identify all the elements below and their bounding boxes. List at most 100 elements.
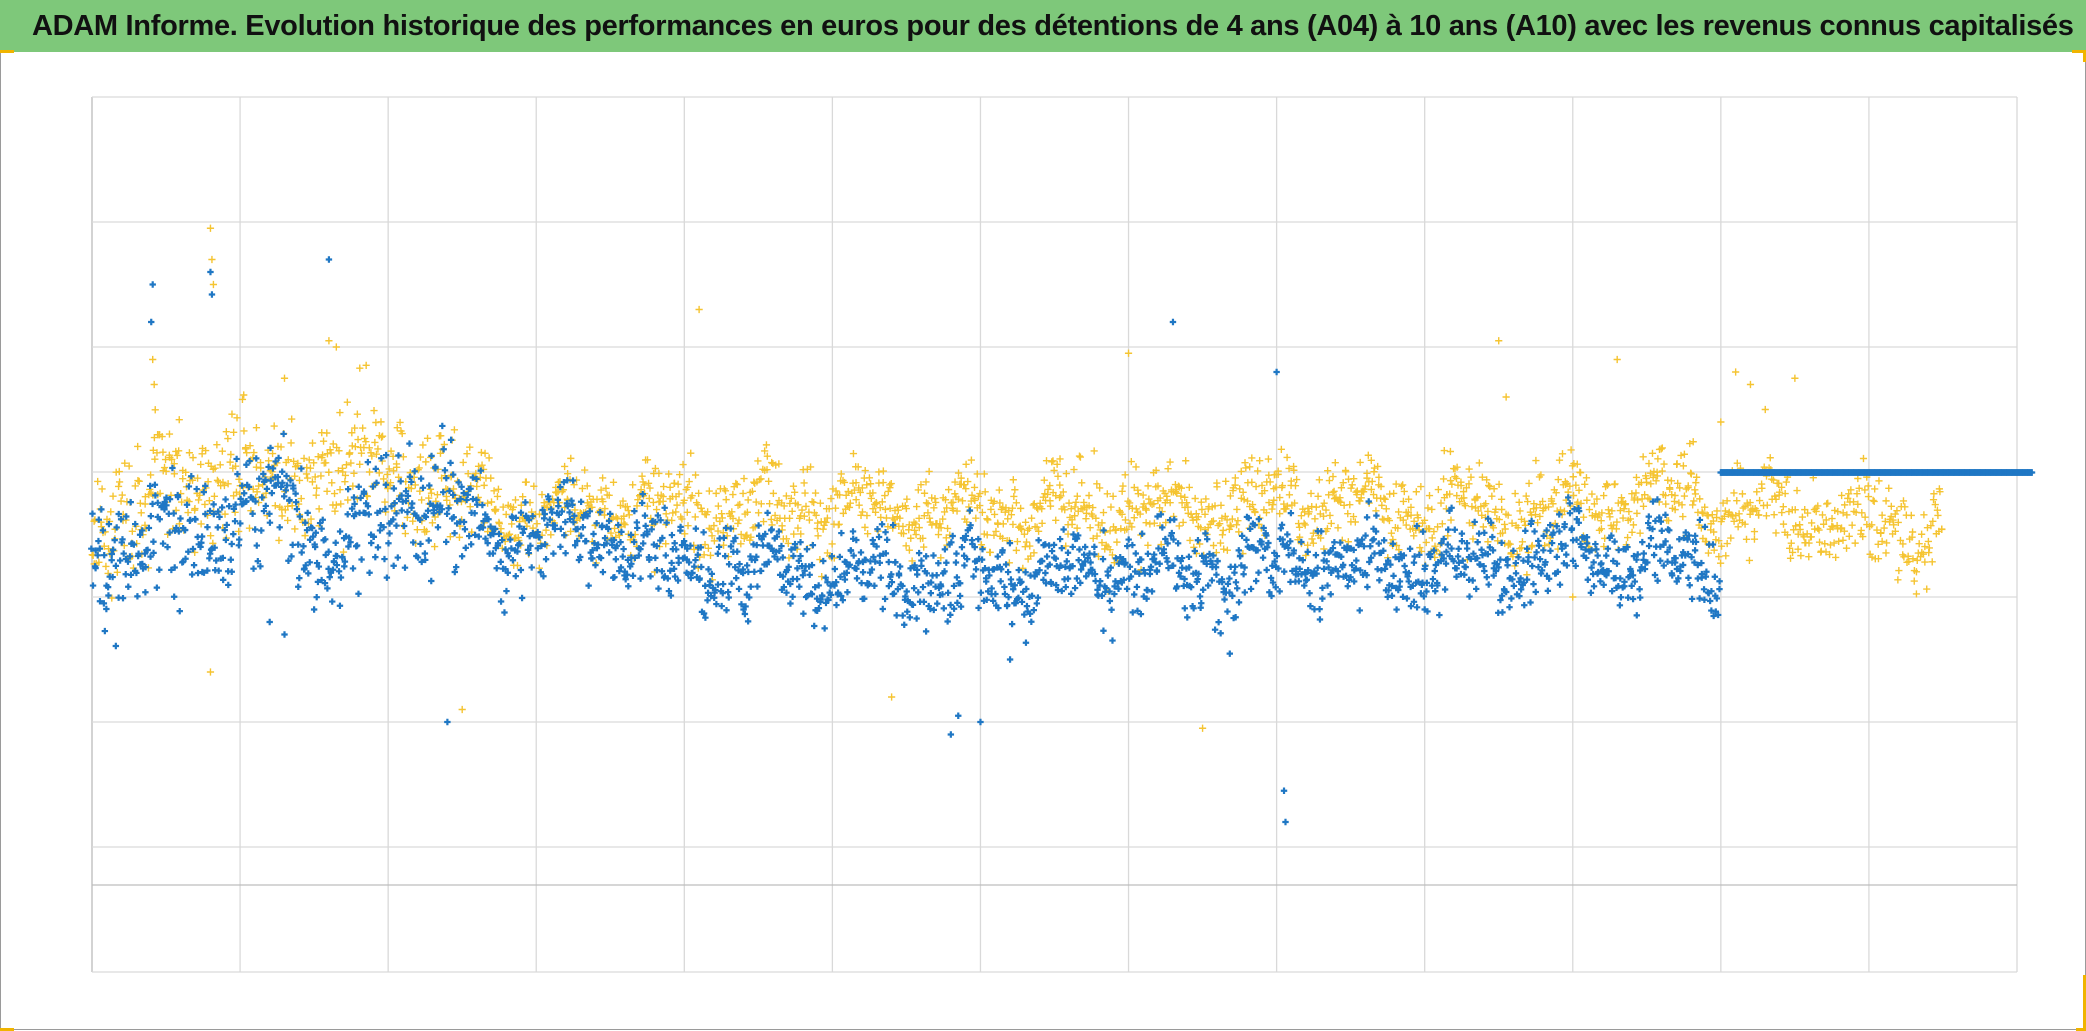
data-point-a04 (1416, 551, 1423, 559)
data-point-a10 (1363, 474, 1371, 482)
data-point-a10 (987, 505, 995, 514)
data-point-a04 (638, 499, 646, 507)
data-point-a04 (1342, 572, 1350, 580)
data-point-a10 (865, 474, 874, 482)
data-point-a04 (1217, 630, 1224, 637)
data-point-a10 (922, 478, 930, 486)
data-point-a04 (1393, 606, 1400, 613)
data-point-a04 (1010, 586, 1017, 593)
data-point-a04 (1040, 576, 1047, 584)
data-point-a04 (1411, 553, 1418, 560)
data-point-a10 (356, 460, 364, 468)
data-point-a04 (1021, 611, 1028, 618)
data-point-a10 (1320, 499, 1328, 507)
data-point-a10 (1891, 527, 1899, 535)
data-point-a04 (390, 562, 397, 569)
data-point-a10 (1214, 521, 1222, 530)
data-point-a10 (1486, 483, 1494, 491)
data-point-a04 (1657, 557, 1664, 564)
data-point-a10 (1638, 495, 1646, 503)
data-point-a04 (1691, 547, 1699, 554)
data-point-a10 (1855, 484, 1863, 492)
data-point-a04 (312, 529, 319, 536)
data-point-a10 (1134, 490, 1142, 498)
data-point-a10 (1399, 497, 1407, 505)
corner-mark-top-right (2072, 50, 2086, 53)
data-point-a04 (1649, 498, 1657, 505)
data-point-a04 (227, 556, 235, 563)
data-point-a04 (824, 579, 831, 586)
data-point-a10 (542, 526, 550, 534)
data-point-a04 (1232, 614, 1239, 621)
data-point-a10 (1269, 501, 1277, 509)
data-point-a10 (949, 498, 957, 506)
data-point-a04 (337, 574, 345, 581)
data-point-a04 (101, 627, 109, 635)
data-point-a10 (1497, 495, 1506, 503)
data-point-a10 (1021, 518, 1030, 526)
data-point-a04 (1636, 586, 1643, 593)
data-point-a04 (834, 589, 842, 596)
data-point-a04 (1042, 569, 1049, 577)
data-point-a04 (874, 526, 881, 533)
data-point-a10 (633, 502, 641, 510)
data-point-a10 (1582, 474, 1591, 482)
data-point-a04 (1645, 542, 1653, 550)
data-point-a10 (1266, 478, 1274, 486)
data-point-a04 (1147, 563, 1155, 570)
data-point-a04 (1708, 587, 1715, 595)
data-point-a04 (479, 501, 486, 509)
data-point-a04 (1640, 550, 1647, 557)
data-point-a10 (1713, 513, 1721, 522)
data-point-a04 (1532, 588, 1539, 596)
data-point-a04 (498, 536, 506, 544)
data-point-a04 (222, 536, 230, 544)
data-point-a10 (902, 542, 910, 550)
data-point-a10 (1671, 506, 1679, 514)
data-point-a04 (1688, 595, 1696, 603)
data-point-a10 (752, 498, 760, 506)
data-point-a10 (867, 480, 875, 488)
data-point-a04 (1251, 521, 1258, 529)
data-point-a04 (1199, 586, 1207, 593)
data-point-a10 (1899, 497, 1908, 505)
data-point-a10 (645, 494, 653, 502)
data-point-a10 (1351, 518, 1359, 526)
data-point-a04 (1069, 562, 1076, 570)
data-point-a10 (919, 534, 927, 542)
data-point-a10 (1938, 525, 1946, 534)
data-point-a10 (1254, 467, 1262, 475)
data-point-a10 (1498, 505, 1506, 514)
data-point-a04 (1680, 534, 1688, 542)
data-point-a10 (1692, 473, 1701, 481)
data-point-a10 (1128, 523, 1136, 531)
data-point-a10 (1201, 510, 1209, 518)
data-point-a04 (1171, 516, 1178, 523)
data-point-a10 (1715, 537, 1723, 545)
data-point-a04 (1431, 567, 1438, 575)
data-point-a10 (359, 424, 367, 432)
data-point-a10 (153, 449, 161, 457)
data-point-a04 (787, 580, 794, 588)
data-point-a10 (323, 450, 332, 458)
data-point-a10 (1304, 541, 1312, 549)
data-point-a04 (1504, 556, 1511, 563)
data-point-a04 (495, 530, 503, 538)
data-point-a10 (1895, 566, 1903, 575)
data-point-a04 (953, 574, 961, 581)
data-point-a10 (953, 507, 961, 515)
data-point-a10 (1808, 519, 1816, 527)
data-point-a10 (1803, 530, 1811, 538)
data-point-a10 (1758, 484, 1766, 492)
data-point-a10 (1380, 494, 1388, 502)
data-point-a10 (1027, 552, 1035, 560)
data-point-a10 (899, 530, 908, 538)
data-point-a04 (1389, 540, 1397, 547)
data-point-a04 (730, 538, 737, 545)
data-point-a04 (975, 535, 982, 543)
data-point-a04 (545, 496, 553, 503)
data-point-a10 (1501, 525, 1509, 533)
data-point-a04 (258, 527, 265, 534)
data-point-a04 (282, 487, 290, 494)
data-point-a04 (517, 509, 525, 516)
